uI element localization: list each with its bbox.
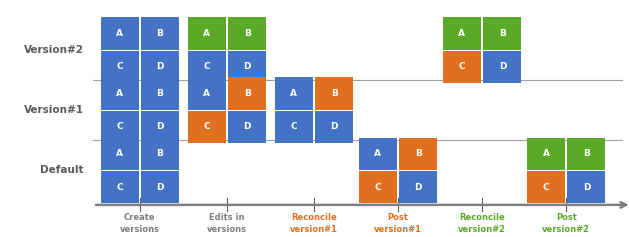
Text: Edits in
versions: Edits in versions (207, 214, 247, 234)
Text: D: D (582, 183, 590, 192)
Text: Version#2: Version#2 (24, 45, 84, 55)
Bar (141, 77, 179, 110)
Bar (315, 77, 353, 110)
Bar (101, 77, 138, 110)
Text: B: B (583, 149, 590, 158)
Text: D: D (243, 62, 251, 71)
Bar (101, 50, 138, 83)
Text: C: C (203, 62, 210, 71)
Bar (141, 111, 179, 143)
Text: B: B (331, 89, 338, 98)
Text: B: B (243, 29, 250, 38)
Bar (101, 138, 138, 170)
Bar (315, 111, 353, 143)
Bar (275, 77, 313, 110)
Text: Post
version#1: Post version#1 (374, 214, 422, 234)
Text: B: B (157, 149, 164, 158)
Text: B: B (243, 89, 250, 98)
Text: A: A (203, 29, 210, 38)
Text: Post
version#2: Post version#2 (542, 214, 590, 234)
Text: C: C (203, 123, 210, 132)
Bar (228, 17, 266, 50)
Text: A: A (116, 29, 123, 38)
Text: D: D (243, 123, 251, 132)
Bar (359, 171, 397, 203)
Text: Reconcile
version#2: Reconcile version#2 (458, 214, 506, 234)
Bar (141, 171, 179, 203)
Text: Reconcile
version#1: Reconcile version#1 (290, 214, 338, 234)
Bar (141, 50, 179, 83)
Text: B: B (157, 29, 164, 38)
Bar (399, 171, 437, 203)
Bar (443, 17, 481, 50)
Text: A: A (542, 149, 550, 158)
Text: C: C (459, 62, 465, 71)
Bar (567, 171, 606, 203)
Bar (141, 17, 179, 50)
Text: D: D (331, 123, 338, 132)
Text: Version#1: Version#1 (24, 105, 84, 115)
Text: C: C (116, 62, 123, 71)
Text: D: D (499, 62, 506, 71)
Text: A: A (459, 29, 465, 38)
Bar (359, 138, 397, 170)
Bar (484, 50, 521, 83)
Text: Default: Default (40, 165, 84, 175)
Bar (187, 17, 226, 50)
Text: A: A (291, 89, 298, 98)
Bar (101, 171, 138, 203)
Text: B: B (157, 89, 164, 98)
Text: D: D (156, 62, 164, 71)
Text: B: B (499, 29, 506, 38)
Bar (275, 111, 313, 143)
Bar (228, 111, 266, 143)
Text: C: C (116, 123, 123, 132)
Bar (527, 138, 565, 170)
Text: C: C (543, 183, 549, 192)
Bar (187, 50, 226, 83)
Bar (527, 171, 565, 203)
Bar (399, 138, 437, 170)
Bar (443, 50, 481, 83)
Text: C: C (291, 123, 297, 132)
Bar (228, 77, 266, 110)
Bar (567, 138, 606, 170)
Text: C: C (116, 183, 123, 192)
Bar (101, 111, 138, 143)
Bar (228, 50, 266, 83)
Bar (101, 17, 138, 50)
Text: A: A (116, 149, 123, 158)
Bar (484, 17, 521, 50)
Bar (141, 138, 179, 170)
Text: B: B (415, 149, 422, 158)
Text: C: C (375, 183, 381, 192)
Text: Create
versions: Create versions (120, 214, 160, 234)
Text: A: A (116, 89, 123, 98)
Bar (187, 77, 226, 110)
Text: A: A (374, 149, 381, 158)
Text: D: D (415, 183, 422, 192)
Text: A: A (203, 89, 210, 98)
Text: D: D (156, 183, 164, 192)
Bar (187, 111, 226, 143)
Text: D: D (156, 123, 164, 132)
